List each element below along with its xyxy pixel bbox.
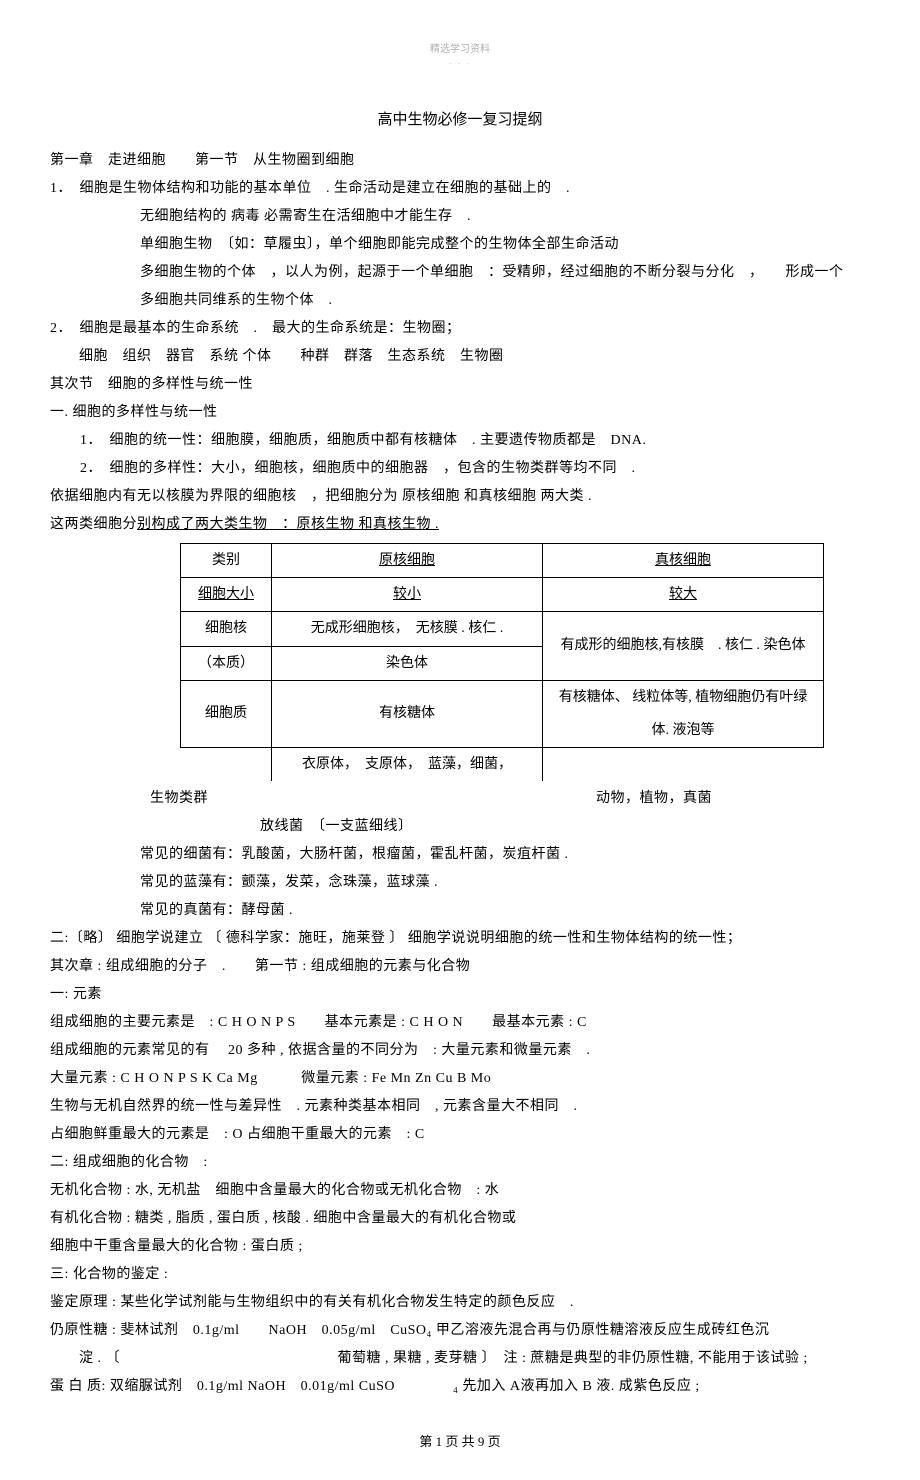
table-cell: 无成形细胞核， 无核膜 . 核仁 . <box>272 612 543 646</box>
table-cell: 类别 <box>181 544 272 578</box>
table-cell: 较大 <box>543 578 824 612</box>
table-cell: 细胞大小 <box>181 578 272 612</box>
text-line: 二:〔略〕 细胞学说建立 〔 德科学家：施旺，施莱登 〕 细胞学说说明细胞的统一… <box>50 925 870 953</box>
text-line: 这两类细胞分别构成了两大类生物 ：原核生物 和真核生物 . <box>50 511 870 539</box>
underlined-text: 较小 <box>393 587 421 602</box>
page-footer: 第 1 页 共 9 页 <box>50 1431 870 1450</box>
table-cell: 有核糖体 <box>272 680 543 747</box>
text-line: 第一章 走进细胞 第一节 从生物圈到细胞 <box>50 147 870 175</box>
text-line: 放线菌 〔一支蓝细线〕 <box>50 813 870 841</box>
text-line: 其次节 细胞的多样性与统一性 <box>50 371 870 399</box>
text-line: 多细胞共同维系的生物个体 . <box>50 287 870 315</box>
table-cell: 真核细胞 <box>543 544 824 578</box>
text-line: 无机化合物 : 水, 无机盐 细胞中含量最大的化合物或无机化合物 : 水 <box>50 1177 870 1205</box>
table-row: 细胞核 无成形细胞核， 无核膜 . 核仁 . 有成形的细胞核,有核膜 . 核仁 … <box>181 612 824 646</box>
text-fragment: 动物，植物，真菌 <box>596 791 712 806</box>
table-row: 衣原体， 支原体， 蓝藻，细菌， <box>181 748 824 782</box>
text-line: 二: 组成细胞的化合物 : <box>50 1149 870 1177</box>
text-line: 一: 元素 <box>50 981 870 1009</box>
text-line: 一. 细胞的多样性与统一性 <box>50 399 870 427</box>
table-cell: 染色体 <box>272 646 543 680</box>
text-line: 常见的真菌有：酵母菌 . <box>50 897 870 925</box>
text-line: 占细胞鲜重最大的元素是 : O 占细胞干重最大的元素 : C <box>50 1121 870 1149</box>
text-line: 组成细胞的元素常见的有 20 多种 , 依据含量的不同分为 : 大量元素和微量元… <box>50 1037 870 1065</box>
text-line: 蛋 白 质: 双缩脲试剂 0.1g/ml NaOH 0.01g/ml CuSO … <box>50 1373 870 1401</box>
text-line: 多细胞生物的个体 ，以人为例，起源于一个单细胞 ：受精卵，经过细胞的不断分裂与分… <box>50 259 870 287</box>
table-cell: 细胞核 <box>181 612 272 646</box>
table-cell: 有成形的细胞核,有核膜 . 核仁 . 染色体 <box>543 612 824 680</box>
text-line: 单细胞生物 〔如：草履虫〕，单个细胞即能完成整个的生物体全部生命活动 <box>50 231 870 259</box>
text-line: 依据细胞内有无以核膜为界限的细胞核 ，把细胞分为 原核细胞 和真核细胞 两大类 … <box>50 483 870 511</box>
text-fragment: 这两类细胞分 <box>50 517 137 532</box>
text-line: 1． 细胞是生物体结构和功能的基本单位 . 生命活动是建立在细胞的基础上的 . <box>50 175 870 203</box>
text-line: 淀 . 〔 葡萄糖 , 果糖 , 麦芽糖 〕 注 : 蔗糖是典型的非仍原性糖, … <box>50 1345 870 1373</box>
table-cell: 较小 <box>272 578 543 612</box>
text-line: 2． 细胞是最基本的生命系统 . 最大的生命系统是：生物圈； <box>50 315 870 343</box>
text-line: 无细胞结构的 病毒 必需寄生在活细胞中才能生存 . <box>50 203 870 231</box>
text-line: 常见的蓝藻有：颤藻，发菜，念珠藻，蓝球藻 . <box>50 869 870 897</box>
underlined-text: 细胞大小 <box>198 587 254 602</box>
text-line: 鉴定原理 : 某些化学试剂能与生物组织中的有关有机化合物发生特定的颜色反应 . <box>50 1289 870 1317</box>
underlined-text: 较大 <box>669 587 697 602</box>
table-row: 类别 原核细胞 真核细胞 <box>181 544 824 578</box>
watermark-sub: - - - <box>50 59 870 68</box>
table-cell <box>543 748 824 782</box>
table-cell: 体. 液泡等 <box>543 714 824 748</box>
text-line: 仍原性糖 : 斐林试剂 0.1g/ml NaOH 0.05g/ml CuSO₄ … <box>50 1317 870 1345</box>
watermark-text: 精选学习资料 <box>50 40 870 55</box>
text-line: 组成细胞的主要元素是 : C H O N P S 基本元素是 : C H O N… <box>50 1009 870 1037</box>
table-cell: 原核细胞 <box>272 544 543 578</box>
text-line: 常见的细菌有：乳酸菌，大肠杆菌，根瘤菌，霍乱杆菌，炭疽杆菌 . <box>50 841 870 869</box>
text-line: 1． 细胞的统一性：细胞膜，细胞质，细胞质中都有核糖体 . 主要遗传物质都是 D… <box>50 427 870 455</box>
text-line: 生物与无机自然界的统一性与差异性 . 元素种类基本相同 , 元素含量大不相同 . <box>50 1093 870 1121</box>
text-line: 三: 化合物的鉴定 : <box>50 1261 870 1289</box>
text-line: 大量元素 : C H O N P S K Ca Mg 微量元素 : Fe Mn … <box>50 1065 870 1093</box>
text-fragment: 生物类群 <box>150 791 208 806</box>
table-cell: 有核糖体、 线粒体等, 植物细胞仍有叶绿 <box>543 680 824 714</box>
page-title: 高中生物必修一复习提纲 <box>50 108 870 129</box>
text-line: 生物类群 动物，植物，真菌 <box>50 785 870 813</box>
text-line: 细胞 组织 器官 系统 个体 种群 群落 生态系统 生物圈 <box>50 343 870 371</box>
table-cell: 细胞质 <box>181 680 272 747</box>
table-cell: （本质） <box>181 646 272 680</box>
text-line: 2． 细胞的多样性：大小，细胞核，细胞质中的细胞器 ，包含的生物类群等均不同 . <box>50 455 870 483</box>
underlined-text: 真核细胞 <box>655 553 711 568</box>
document-page: 精选学习资料 - - - 高中生物必修一复习提纲 第一章 走进细胞 第一节 从生… <box>0 0 920 1480</box>
table-cell: 衣原体， 支原体， 蓝藻，细菌， <box>272 748 543 782</box>
underlined-text: 原核细胞 <box>379 553 435 568</box>
text-line: 其次章 : 组成细胞的分子 . 第一节 : 组成细胞的元素与化合物 <box>50 953 870 981</box>
text-line: 细胞中干重含量最大的化合物 : 蛋白质 ; <box>50 1233 870 1261</box>
table-cell <box>181 748 272 782</box>
comparison-table: 类别 原核细胞 真核细胞 细胞大小 较小 较大 细胞核 无成形细胞核， 无核膜 … <box>180 543 824 781</box>
text-line: 有机化合物 : 糖类 , 脂质 , 蛋白质 , 核酸 . 细胞中含量最大的有机化… <box>50 1205 870 1233</box>
table-row: 细胞质 有核糖体 有核糖体、 线粒体等, 植物细胞仍有叶绿 <box>181 680 824 714</box>
underlined-text: 别构成了两大类生物 ：原核生物 和真核生物 . <box>137 517 439 532</box>
table-row: 细胞大小 较小 较大 <box>181 578 824 612</box>
